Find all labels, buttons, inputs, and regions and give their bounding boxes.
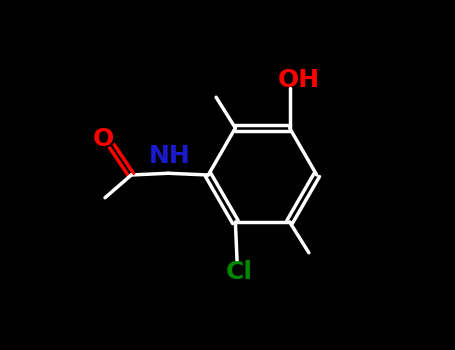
- Text: NH: NH: [149, 145, 191, 168]
- Text: Cl: Cl: [225, 260, 253, 284]
- Text: O: O: [93, 127, 114, 150]
- Text: OH: OH: [277, 68, 319, 92]
